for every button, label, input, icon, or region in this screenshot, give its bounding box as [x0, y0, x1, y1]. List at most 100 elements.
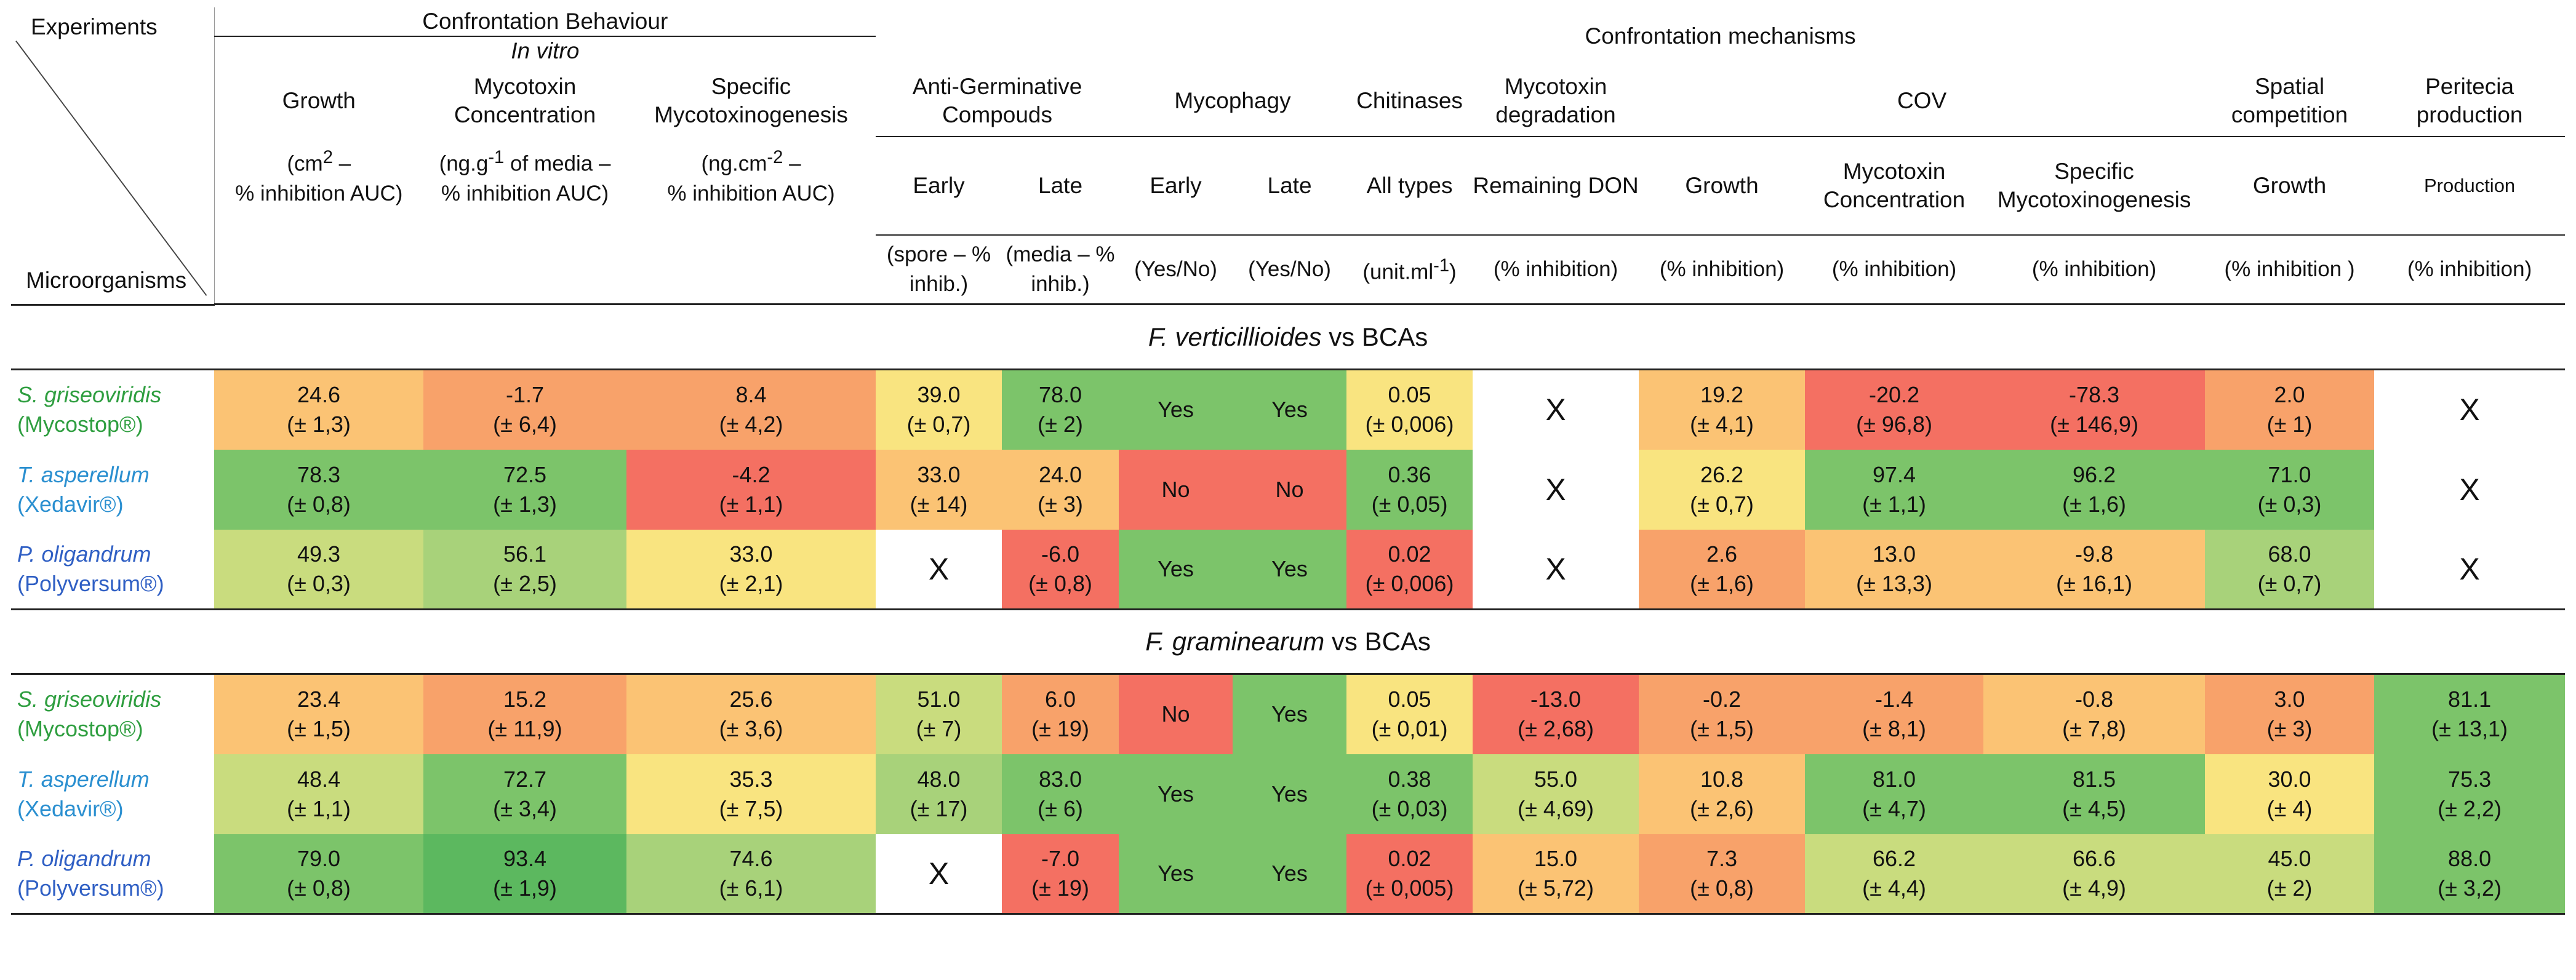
cell-value: -20.2 — [1869, 382, 1920, 408]
data-cell: 15.2 (± 11,9) — [423, 674, 626, 754]
cell-sd: (± 4,69) — [1518, 795, 1594, 821]
specific-mycotoxinogenesis-header: Specific Mycotoxinogenesis — [654, 74, 848, 127]
cell-value: 45.0 — [2268, 845, 2311, 871]
data-cell: 15.0 (± 5,72) — [1473, 834, 1639, 914]
unit-pct-cov-growth: (% inhibition) — [1639, 235, 1806, 305]
specific-unit: (ng.cm-2 – % inhibition AUC) — [626, 137, 876, 305]
cell-sd: (± 8,1) — [1862, 716, 1926, 742]
cell-sd: (± 14) — [910, 491, 968, 517]
cell-value: 49.3 — [297, 541, 341, 567]
section-suffix: vs BCAs — [1324, 627, 1431, 656]
not-applicable-mark: X — [2459, 472, 2480, 507]
cell-sd: (± 0,03) — [1371, 795, 1448, 821]
anti-germinative-header: Anti-Germinative Compouds — [876, 65, 1119, 137]
cell-value: -0.2 — [1703, 687, 1742, 712]
cell-value: 25.6 — [729, 687, 773, 712]
cell-value: 15.2 — [503, 687, 547, 712]
data-cell: Yes — [1119, 529, 1233, 610]
cell-sd: (± 17) — [910, 795, 968, 821]
cell-sd: (± 7,8) — [2062, 716, 2126, 742]
cell-value: 13.0 — [1872, 541, 1916, 567]
organism-product: (Xedavir®) — [17, 491, 124, 517]
cell-value: 7.3 — [1706, 845, 1738, 871]
data-cell: 0.02 (± 0,006) — [1346, 529, 1473, 610]
cell-value: -0.8 — [2075, 687, 2114, 712]
section-header: F. graminearum vs BCAs — [11, 609, 2566, 675]
unit-pct-cov-conc: (% inhibition) — [1805, 235, 1984, 305]
not-applicable-mark: X — [928, 551, 950, 586]
data-cell: 6.0 (± 19) — [1002, 674, 1119, 754]
in-vitro-header: In vitro — [511, 38, 580, 63]
data-cell: 96.2 (± 1,6) — [1983, 449, 2206, 530]
data-cell: Yes — [1233, 529, 1347, 610]
spec-unit-sup: -2 — [767, 148, 783, 167]
cell-sd: (± 2) — [1038, 412, 1083, 437]
data-cell: 0.36 (± 0,05) — [1346, 449, 1473, 530]
cell-sd: (± 1,3) — [287, 412, 351, 437]
antigerm-early-header: Early — [876, 137, 1002, 236]
data-cell: -0.8 (± 7,8) — [1983, 674, 2206, 754]
data-cell: 97.4 (± 1,1) — [1805, 449, 1984, 530]
data-cell: 39.0 (± 0,7) — [876, 369, 1002, 450]
unit-spore: (spore – % inhib.) — [876, 235, 1002, 305]
data-cell: 13.0 (± 13,3) — [1805, 529, 1984, 610]
data-cell: X — [876, 834, 1002, 914]
cell-sd: (± 3,2) — [2438, 875, 2502, 901]
data-cell: 0.38 (± 0,03) — [1346, 754, 1473, 834]
cell-value: 74.6 — [729, 845, 773, 871]
chitinases-header: Chitinases — [1346, 65, 1473, 137]
organism-name: S. griseoviridis — [17, 687, 162, 712]
organism-name: T. asperellum — [17, 461, 150, 487]
cov-concentration-header: Mycotoxin Concentration — [1805, 137, 1984, 236]
cell-sd: (± 4,1) — [1690, 412, 1754, 437]
not-applicable-mark: X — [1545, 392, 1566, 428]
cell-value: -78.3 — [2069, 382, 2120, 408]
unitml-close: ) — [1449, 260, 1457, 285]
data-cell: 45.0 (± 2) — [2205, 834, 2375, 914]
data-cell: -1.4 (± 8,1) — [1805, 674, 1984, 754]
data-cell: 2.6 (± 1,6) — [1639, 529, 1806, 610]
table-row: T. asperellum (Xedavir®) 48.4 (± 1,1) 72.7 (±… — [11, 754, 2566, 834]
organism-name: P. oligandrum — [17, 845, 151, 871]
cell-sd: (± 3) — [1038, 491, 1083, 517]
data-cell: 19.2 (± 4,1) — [1639, 369, 1806, 450]
cell-sd: (± 96,8) — [1856, 412, 1932, 437]
organism-product: (Xedavir®) — [17, 795, 124, 821]
data-cell: X — [2374, 449, 2566, 530]
not-applicable-mark: X — [1545, 472, 1566, 507]
cell-value: -4.2 — [732, 461, 770, 487]
cell-sd: (± 0,006) — [1365, 570, 1454, 596]
data-cell: 3.0 (± 3) — [2205, 674, 2375, 754]
cell-sd: (± 2,68) — [1518, 716, 1594, 742]
cell-value: 23.4 — [297, 687, 341, 712]
data-cell: 8.4 (± 4,2) — [626, 369, 876, 450]
cell-value: 83.0 — [1038, 766, 1082, 792]
data-cell: 23.4 (± 1,5) — [214, 674, 423, 754]
cell-sd: (± 0,7) — [2257, 570, 2322, 596]
growth-unit: (cm2 – % inhibition AUC) — [214, 137, 423, 305]
unit-unitml: (unit.ml-1) — [1346, 235, 1473, 305]
cell-value: 78.0 — [1038, 382, 1082, 408]
cell-value: 10.8 — [1700, 766, 1744, 792]
unit-pct-peritecia: (% inhibition) — [2374, 235, 2566, 305]
organism-product: (Mycostop®) — [17, 412, 143, 437]
data-cell: No — [1119, 674, 1233, 754]
data-cell: -78.3 (± 146,9) — [1983, 369, 2206, 450]
data-cell: -0.2 (± 1,5) — [1639, 674, 1806, 754]
cell-sd: (± 4,4) — [1862, 875, 1926, 901]
data-cell: 78.0 (± 2) — [1002, 369, 1119, 450]
data-cell: X — [2374, 369, 2566, 450]
data-cell: Yes — [1119, 754, 1233, 834]
cov-growth-header: Growth — [1639, 137, 1806, 236]
data-cell: -4.2 (± 1,1) — [626, 449, 876, 530]
cell-sd: (± 4,9) — [2062, 875, 2126, 901]
remaining-don-header: Remaining DON — [1473, 137, 1639, 236]
cell-value: 15.0 — [1534, 845, 1578, 871]
cell-value: 68.0 — [2268, 541, 2311, 567]
data-cell: -20.2 (± 96,8) — [1805, 369, 1984, 450]
data-cell: 75.3 (± 2,2) — [2374, 754, 2566, 834]
unitml-sup: -1 — [1433, 256, 1450, 276]
mycotoxin-concentration-header: Mycotoxin Concentration — [454, 74, 596, 127]
not-applicable-mark: X — [1545, 551, 1566, 586]
data-cell: Yes — [1119, 369, 1233, 450]
